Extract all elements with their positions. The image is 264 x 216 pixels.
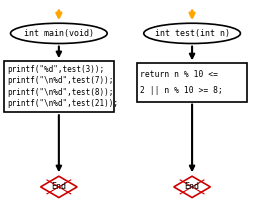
Text: 2 || n % 10 >= 8;: 2 || n % 10 >= 8; [140, 86, 223, 95]
Text: printf("\n%d",test(21));: printf("\n%d",test(21)); [7, 99, 118, 108]
Text: printf("\n%d",test(7));: printf("\n%d",test(7)); [7, 76, 114, 86]
Text: printf("%d",test(3));: printf("%d",test(3)); [7, 65, 104, 74]
Bar [4, 61, 114, 112]
Text: End: End [185, 182, 200, 191]
Text: printf("\n%d",test(8));: printf("\n%d",test(8)); [7, 88, 114, 97]
Text: End: End [51, 182, 66, 191]
Text: return n % 10 <=: return n % 10 <= [140, 70, 218, 79]
Text: int test(int n): int test(int n) [155, 29, 230, 38]
Text: int main(void): int main(void) [24, 29, 94, 38]
Bar [137, 63, 247, 102]
